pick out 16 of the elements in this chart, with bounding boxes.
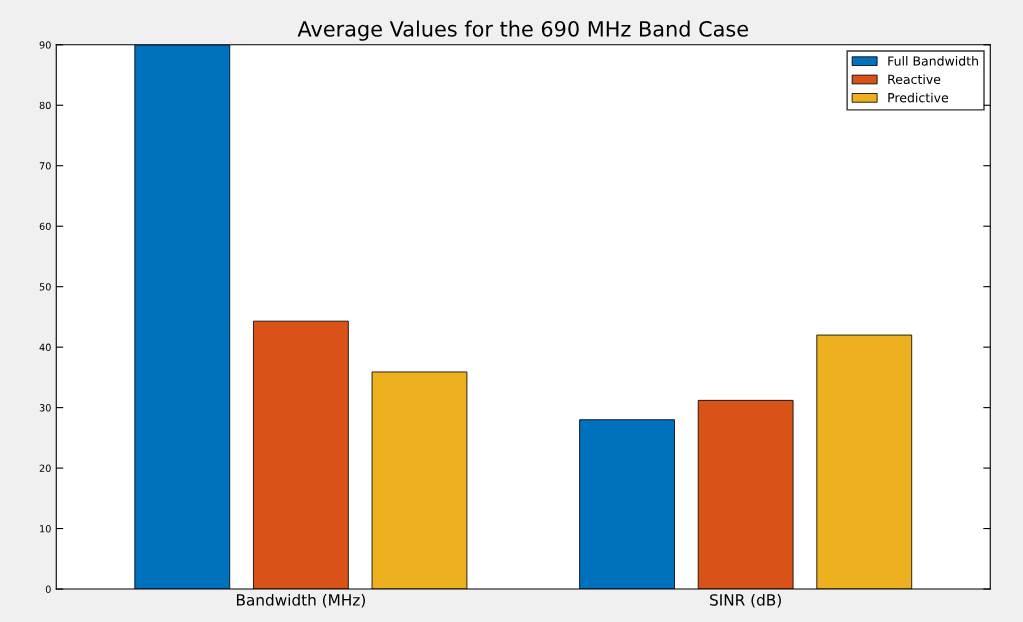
- y-tick-label: 60: [39, 222, 51, 231]
- y-tick-label: 50: [39, 283, 51, 291]
- y-tick-label: 0: [45, 585, 51, 593]
- chart-title: Average Values for the 690 MHz Band Case: [297, 20, 748, 41]
- y-tick-label: 20: [39, 464, 51, 472]
- y-tick-label: 70: [39, 162, 51, 170]
- x-tick-label: SINR (dB): [710, 593, 781, 608]
- y-tick-label: 40: [39, 343, 51, 351]
- y-tick-label: 90: [39, 41, 51, 49]
- legend-label: Full Bandwidth: [888, 56, 978, 66]
- legend-label: Predictive: [888, 92, 949, 103]
- legend-label: Reactive: [888, 74, 941, 85]
- y-tick-label: 10: [40, 525, 51, 533]
- x-tick-label: Bandwidth (MHz): [236, 593, 365, 608]
- y-tick-label: 30: [39, 404, 51, 412]
- y-tick-label: 80: [39, 101, 51, 110]
